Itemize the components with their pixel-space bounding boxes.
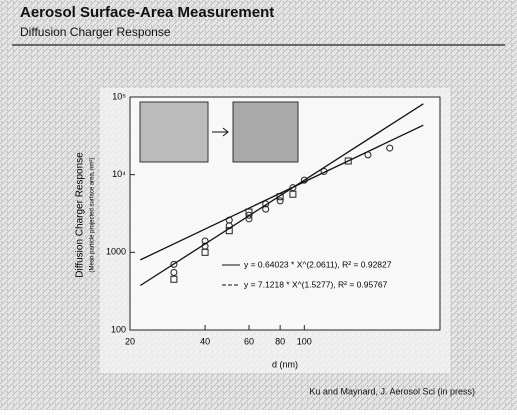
x-tick-label: 80 — [275, 336, 285, 346]
citation: Ku and Maynard, J. Aerosol Sci (in press… — [309, 386, 475, 396]
arrow — [212, 127, 229, 137]
title: Aerosol Surface-Area Measurement — [20, 4, 274, 21]
point — [262, 205, 270, 213]
point — [201, 248, 209, 256]
y-axis-sublabel: (Mean particle projected surface area, n… — [90, 157, 96, 272]
x-axis-label: d (nm) — [272, 359, 298, 369]
point — [386, 144, 394, 152]
y-tick-label: 100 — [111, 324, 126, 334]
point — [170, 260, 178, 268]
point — [344, 157, 352, 165]
y-tick-label: 10⁴ — [112, 169, 126, 179]
point — [289, 184, 297, 192]
inset-image — [139, 101, 209, 163]
y-tick-label: 10⁵ — [112, 91, 126, 101]
x-tick-label: 20 — [125, 336, 135, 346]
subtitle: Diffusion Charger Response — [20, 25, 171, 39]
x-tick-label: 100 — [297, 336, 312, 346]
fit-label: y = 0.64023 * X^(2.0611), R² = 0.92827 — [244, 259, 392, 269]
x-tick-label: 40 — [200, 336, 210, 346]
fit-line — [140, 124, 424, 261]
fit-line — [139, 103, 424, 287]
point — [276, 197, 284, 205]
y-axis-label: Diffusion Charger Response — [75, 152, 86, 278]
inset-image — [232, 101, 299, 163]
point — [289, 190, 297, 198]
point — [170, 275, 178, 283]
fit-label: y = 7.1218 * X^(1.5277), R² = 0.95767 — [244, 279, 388, 289]
x-tick-label: 60 — [244, 336, 254, 346]
y-tick-label: 1000 — [106, 247, 126, 257]
point — [170, 268, 178, 276]
